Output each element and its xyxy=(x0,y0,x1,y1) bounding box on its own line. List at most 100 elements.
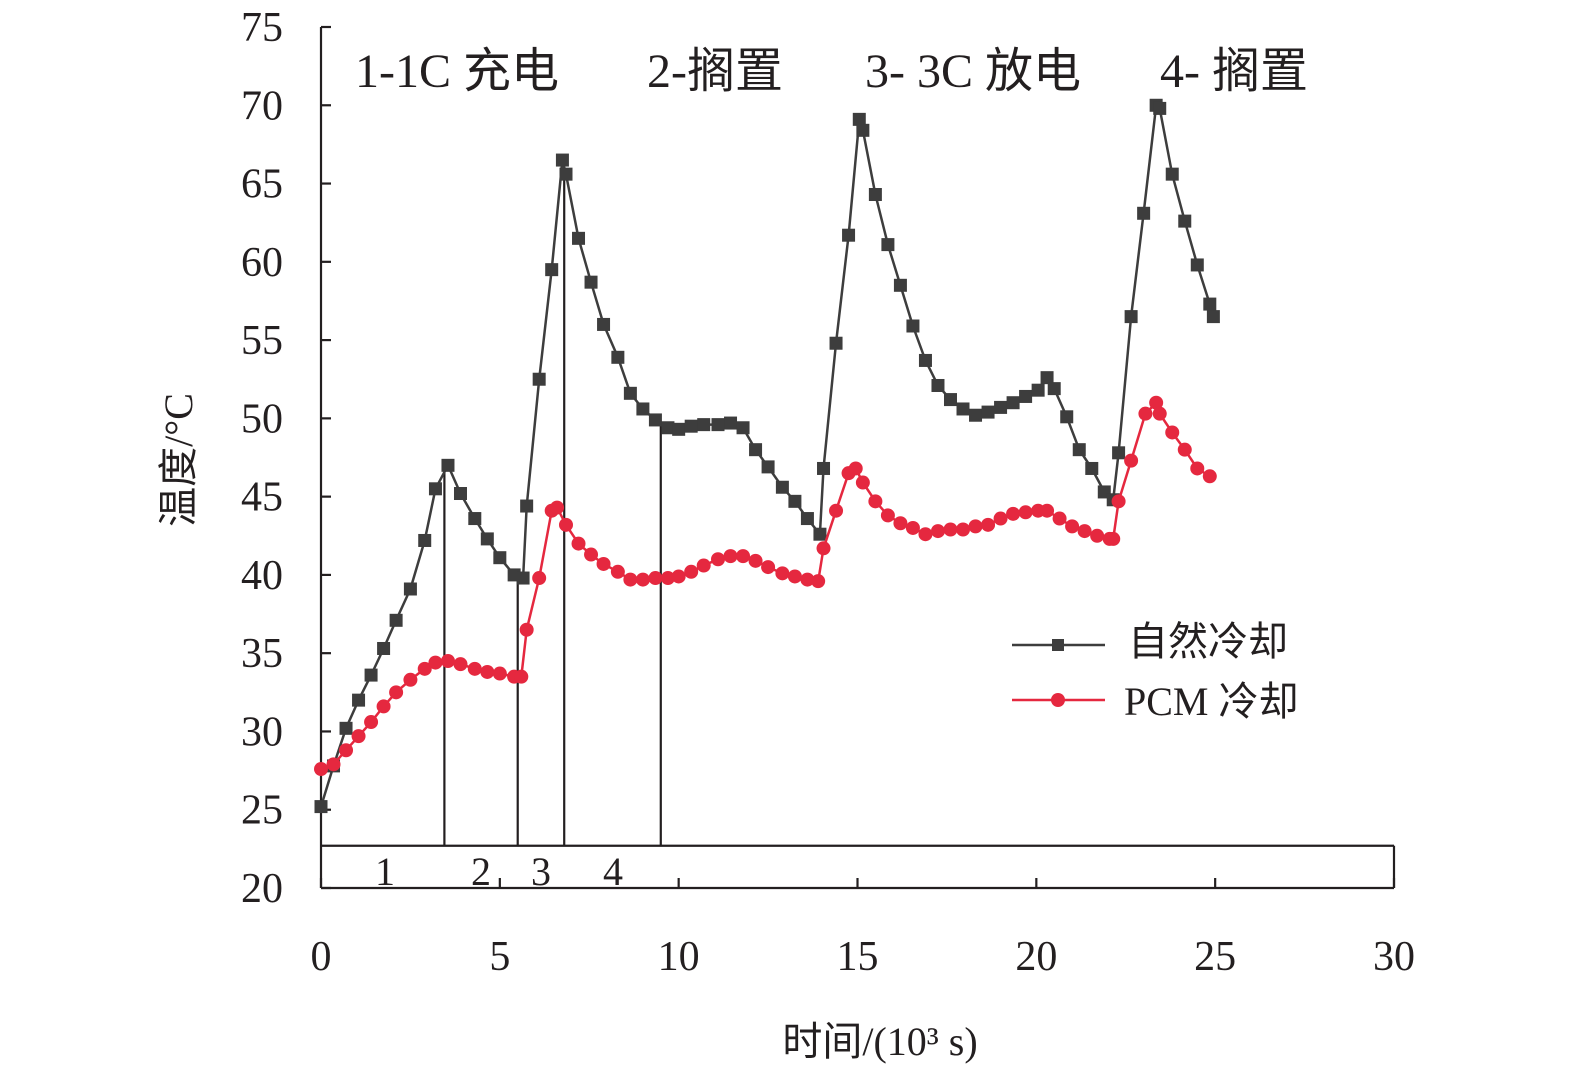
data-point xyxy=(848,461,863,476)
data-point xyxy=(1190,461,1205,476)
data-point xyxy=(800,572,815,587)
data-point xyxy=(1165,425,1180,440)
data-point xyxy=(1085,461,1099,475)
data-point xyxy=(1124,453,1139,468)
data-point xyxy=(389,685,404,700)
y-tick-label: 25 xyxy=(241,788,283,834)
data-point xyxy=(532,372,546,386)
stage-number-2: 2 xyxy=(471,849,491,894)
phase-label-2: 2-搁置 xyxy=(647,45,783,98)
data-point xyxy=(1018,505,1033,520)
data-point xyxy=(514,669,529,684)
data-point xyxy=(326,757,341,772)
data-point xyxy=(453,487,467,501)
data-point xyxy=(1138,406,1153,421)
y-tick-label: 50 xyxy=(241,396,283,442)
data-point xyxy=(428,655,443,670)
data-point xyxy=(339,721,353,735)
stage-number-3: 3 xyxy=(531,849,551,894)
phase-label-3: 3- 3C 放电 xyxy=(865,45,1081,98)
axes: 20 25 30 35 40 45 50 55 60 65 70 75 0 5 10 15 20 25 30 xyxy=(241,5,1415,980)
x-tick-label: 5 xyxy=(489,934,510,980)
data-point xyxy=(480,532,494,546)
data-point xyxy=(775,480,789,494)
data-point xyxy=(516,571,530,585)
data-point xyxy=(1090,528,1105,543)
data-point xyxy=(648,413,662,427)
data-point xyxy=(1190,258,1204,272)
data-point xyxy=(1206,310,1220,324)
data-point xyxy=(956,402,970,416)
data-point xyxy=(1031,383,1045,397)
x-tick-label: 25 xyxy=(1194,934,1236,980)
x-axis-title: 时间/(10³ s) xyxy=(782,1019,977,1064)
data-point xyxy=(893,516,908,531)
data-point xyxy=(555,153,569,167)
data-point xyxy=(816,541,831,556)
data-point xyxy=(623,572,638,587)
y-tick-label: 55 xyxy=(241,318,283,364)
data-point xyxy=(855,475,870,490)
x-tick-label: 20 xyxy=(1015,934,1057,980)
data-point xyxy=(660,571,675,586)
y-tick-label: 65 xyxy=(241,162,283,208)
stage-dividers xyxy=(321,169,1396,888)
data-point xyxy=(584,547,599,562)
data-point xyxy=(351,729,366,744)
data-point xyxy=(1152,406,1167,421)
data-point xyxy=(813,527,827,541)
data-point xyxy=(868,494,883,509)
series-natural-cooling xyxy=(314,98,1220,814)
y-tick-label: 75 xyxy=(241,5,283,51)
data-point xyxy=(671,569,686,584)
data-point xyxy=(339,743,354,758)
data-point xyxy=(788,494,802,508)
data-point xyxy=(736,421,750,435)
data-point xyxy=(697,418,711,432)
data-point xyxy=(493,551,507,565)
data-point xyxy=(749,443,763,457)
data-point xyxy=(1178,214,1192,228)
data-point xyxy=(584,275,598,289)
data-point xyxy=(611,350,625,364)
data-point xyxy=(1203,297,1217,311)
data-point xyxy=(441,458,455,472)
data-point xyxy=(1149,395,1164,410)
data-point xyxy=(377,641,391,655)
data-point xyxy=(1077,524,1092,539)
data-point xyxy=(389,613,403,627)
data-point xyxy=(1111,494,1126,509)
series-pcm-cooling xyxy=(314,395,1217,777)
data-point xyxy=(1202,469,1217,484)
data-point xyxy=(956,522,971,537)
legend-label-natural: 自然冷却 xyxy=(1128,619,1288,664)
data-point xyxy=(559,517,574,532)
data-point xyxy=(1019,389,1033,403)
data-point xyxy=(610,564,625,579)
data-point xyxy=(711,552,726,567)
data-point xyxy=(572,231,586,245)
x-tick-label: 30 xyxy=(1373,934,1415,980)
data-point xyxy=(453,657,468,672)
data-point xyxy=(376,699,391,714)
data-point xyxy=(672,422,686,436)
data-point xyxy=(943,393,957,407)
data-point xyxy=(787,569,802,584)
data-point xyxy=(1124,310,1138,324)
y-tick-label: 45 xyxy=(241,475,283,521)
data-point xyxy=(1153,101,1167,115)
data-point xyxy=(981,517,996,532)
data-point xyxy=(868,188,882,202)
data-point xyxy=(696,558,711,573)
y-tick-label: 60 xyxy=(241,240,283,286)
x-tick-label: 10 xyxy=(658,934,700,980)
data-point xyxy=(761,460,775,474)
data-point xyxy=(930,524,945,539)
data-point xyxy=(852,112,866,126)
data-point xyxy=(1040,371,1054,385)
data-point xyxy=(829,336,843,350)
data-point xyxy=(842,228,856,242)
data-point xyxy=(467,661,482,676)
data-point xyxy=(906,319,920,333)
x-tick-label: 15 xyxy=(837,934,879,980)
